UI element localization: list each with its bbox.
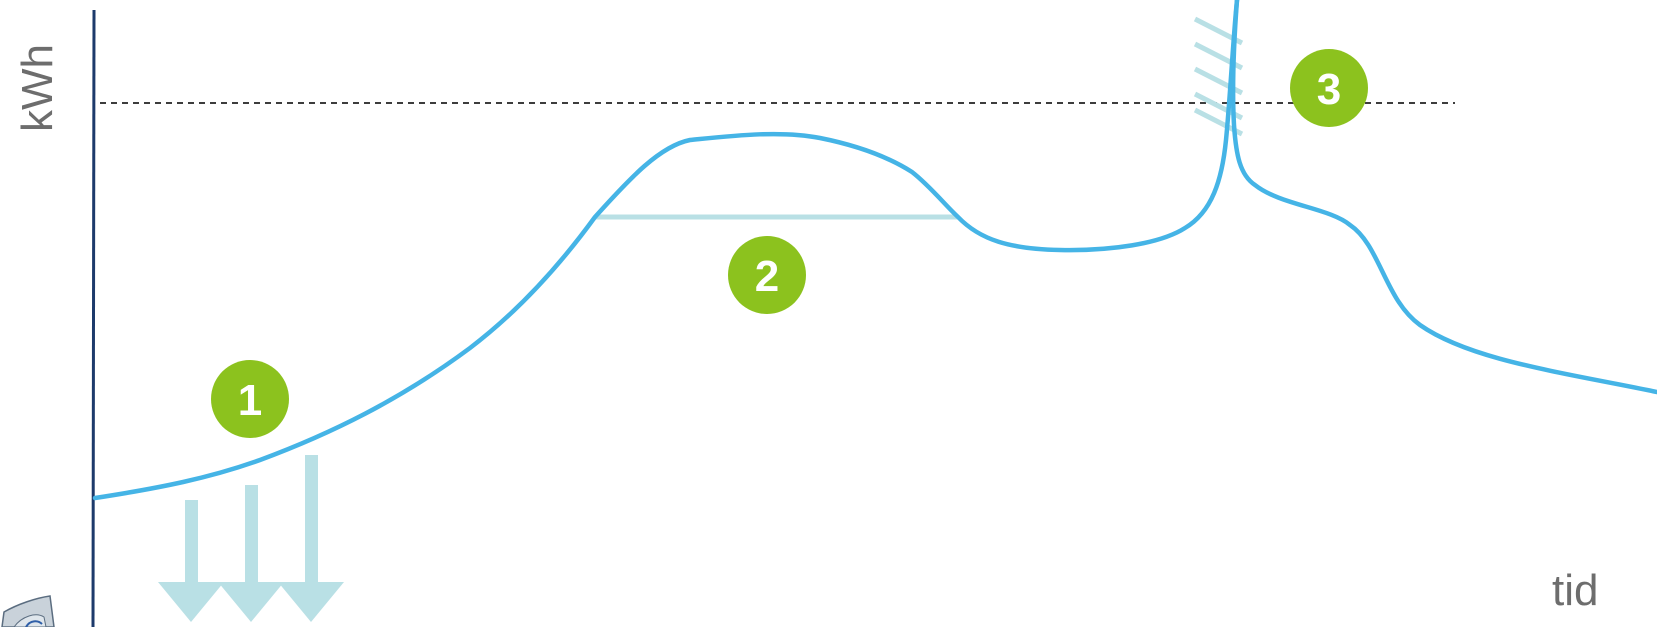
marker-1-label: 1 bbox=[238, 376, 262, 425]
marker-3-label: 3 bbox=[1317, 65, 1341, 114]
y-axis bbox=[91, 9, 96, 627]
y-axis-label: kWh bbox=[13, 44, 62, 132]
down-arrow-icon bbox=[278, 455, 344, 622]
reduction-arrows bbox=[158, 455, 344, 622]
marker-2-label: 2 bbox=[755, 252, 779, 301]
down-arrow-icon bbox=[218, 485, 284, 622]
marker-1: 1 bbox=[211, 360, 289, 438]
logo-fragment-icon bbox=[1, 595, 55, 627]
down-arrow-icon bbox=[158, 500, 224, 622]
x-axis-label: tid bbox=[1552, 566, 1599, 615]
marker-2: 2 bbox=[728, 236, 806, 314]
consumption-curve bbox=[92, 0, 1240, 501]
marker-3: 3 bbox=[1290, 49, 1368, 127]
consumption-curve-tail bbox=[1230, 0, 1657, 395]
